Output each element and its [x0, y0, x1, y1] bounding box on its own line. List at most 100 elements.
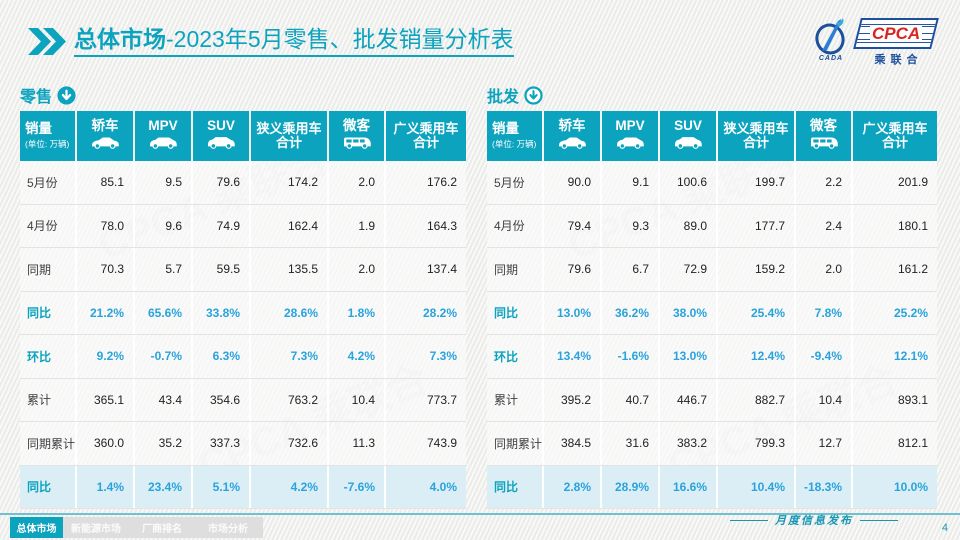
- tab-market-analysis[interactable]: 市场分析: [208, 524, 248, 535]
- cell-value: 395.2: [542, 378, 600, 421]
- cell-value: 5.1%: [191, 465, 249, 508]
- cell-value: 164.3: [384, 204, 466, 247]
- tab-oem-ranking[interactable]: 厂商排名: [142, 524, 182, 535]
- cell-value: 79.4: [542, 204, 600, 247]
- cell-value: 176.2: [384, 161, 466, 204]
- arrow-down-circle-filled-icon: [57, 85, 76, 105]
- col-header-微客: 微客: [327, 111, 384, 161]
- cell-value: 5.7: [133, 248, 191, 291]
- cell-value: 799.3: [716, 422, 794, 465]
- row-label: 5月份: [494, 175, 525, 190]
- cell-value: 12.7: [794, 422, 851, 465]
- section-label: 批发: [487, 89, 520, 106]
- cell-value: -1.6%: [600, 335, 658, 378]
- cell-value: 25.2%: [851, 291, 937, 334]
- table-header-row: 销量 (单位: 万辆) 轿车 MPV SUV 狭义乘用车 合计 微客 广义乘用车 合计: [20, 111, 466, 161]
- cell-value: 13.0%: [658, 335, 716, 378]
- cell-value: 12.1%: [851, 335, 937, 378]
- footer-note-text: 月度信息发布: [775, 514, 853, 527]
- cell-value: 28.2%: [384, 291, 466, 334]
- minibus-icon: [808, 136, 840, 154]
- cell-value: 21.2%: [75, 291, 133, 334]
- cell-value: 65.6%: [133, 291, 191, 334]
- suv-icon: [672, 136, 704, 154]
- row-label: 累计: [27, 393, 52, 408]
- cell-value: 1.8%: [327, 291, 384, 334]
- cell-value: 10.0%: [851, 465, 937, 508]
- cell-value: 85.1: [75, 161, 133, 204]
- cell-value: 40.7: [600, 378, 658, 421]
- row-label: 4月份: [494, 219, 525, 234]
- row-label: 同比: [494, 306, 519, 321]
- cell-value: -9.4%: [794, 335, 851, 378]
- row-label: 环比: [494, 349, 519, 364]
- cell-value: 23.4%: [133, 465, 191, 508]
- cpca-wordmark: CPCA 乘联合: [853, 17, 939, 67]
- tab-nev-market[interactable]: 新能源市场: [71, 524, 121, 535]
- table-row-5月份: 5月份 90.0 9.1 100.6 199.7 2.2 201.9: [487, 161, 937, 205]
- arrow-down-circle-outline-icon: [524, 85, 543, 105]
- sales-label: 销量: [25, 121, 52, 137]
- table-row-环比: 环比 9.2% -0.7% 6.3% 7.3% 4.2% 7.3%: [20, 335, 466, 379]
- cell-value: 12.4%: [716, 335, 794, 378]
- cpca-emblem-icon: CADA: [810, 17, 852, 67]
- row-label: 同期累计: [27, 436, 76, 451]
- cell-value: 446.7: [658, 378, 716, 421]
- table-row-同比: 同比 13.0% 36.2% 38.0% 25.4% 7.8% 25.2%: [487, 291, 937, 335]
- cell-value: 7.3%: [384, 335, 466, 378]
- cell-value: 35.2: [133, 422, 191, 465]
- retail-sales-table: 销量 (单位: 万辆) 轿车 MPV SUV 狭义乘用车 合计 微客 广义乘用车 合计 5月份 85.…: [20, 111, 466, 509]
- cell-value: 365.1: [75, 378, 133, 421]
- cell-value: 199.7: [716, 161, 794, 204]
- cell-value: 28.9%: [600, 465, 658, 508]
- cell-value: 2.4: [794, 204, 851, 247]
- cell-value: 2.0: [794, 248, 851, 291]
- cell-value: 28.6%: [249, 291, 327, 334]
- cell-value: 25.4%: [716, 291, 794, 334]
- cell-value: 763.2: [249, 378, 327, 421]
- cell-value: 4.2%: [327, 335, 384, 378]
- row-label: 同期: [494, 262, 519, 277]
- double-chevron-icon: [28, 28, 66, 55]
- cell-value: 4.2%: [249, 465, 327, 508]
- row-label: 同比: [27, 480, 52, 495]
- cell-value: 10.4%: [716, 465, 794, 508]
- cell-value: 79.6: [542, 248, 600, 291]
- footer-nav-strip: 新能源市场 厂商排名 市场分析: [63, 517, 263, 538]
- cell-value: 9.3: [600, 204, 658, 247]
- col-header-sales: 销量 (单位: 万辆): [487, 111, 542, 161]
- cell-value: 6.3%: [191, 335, 249, 378]
- emblem-caption: CADA: [818, 55, 844, 62]
- note-line-left: [730, 519, 768, 521]
- cell-value: 4.0%: [384, 465, 466, 508]
- title-bold: 总体市场: [74, 26, 166, 52]
- cell-value: 2.0: [327, 161, 384, 204]
- note-line-right: [860, 519, 898, 521]
- title-rest: -2023年5月零售、批发销量分析表: [166, 26, 514, 52]
- cell-value: 13.0%: [542, 291, 600, 334]
- cell-value: 159.2: [716, 248, 794, 291]
- cell-value: 43.4: [133, 378, 191, 421]
- sedan-icon: [556, 136, 588, 154]
- cell-value: 2.8%: [542, 465, 600, 508]
- cell-value: 9.5: [133, 161, 191, 204]
- cell-value: 13.4%: [542, 335, 600, 378]
- cell-value: 7.8%: [794, 291, 851, 334]
- minibus-icon: [341, 136, 373, 154]
- col-header-轿车: 轿车: [542, 111, 600, 161]
- table-row-同期累计: 同期累计 384.5 31.6 383.2 799.3 12.7 812.1: [487, 422, 937, 466]
- table-row-环比: 环比 13.4% -1.6% 13.0% 12.4% -9.4% 12.1%: [487, 335, 937, 379]
- col-header-广义乘用车: 广义乘用车 合计: [384, 111, 466, 161]
- cell-value: 89.0: [658, 204, 716, 247]
- col-header-sales: 销量 (单位: 万辆): [20, 111, 75, 161]
- table-row-4月份: 4月份 79.4 9.3 89.0 177.7 2.4 180.1: [487, 204, 937, 248]
- col-header-轿车: 轿车: [75, 111, 133, 161]
- cell-value: 72.9: [658, 248, 716, 291]
- table-row-同比: 同比 21.2% 65.6% 33.8% 28.6% 1.8% 28.2%: [20, 291, 466, 335]
- section-label: 零售: [20, 89, 53, 106]
- footer-divider: [0, 513, 960, 515]
- cell-value: 2.2: [794, 161, 851, 204]
- cell-value: 78.0: [75, 204, 133, 247]
- tab-overall-market[interactable]: 总体市场: [10, 517, 63, 538]
